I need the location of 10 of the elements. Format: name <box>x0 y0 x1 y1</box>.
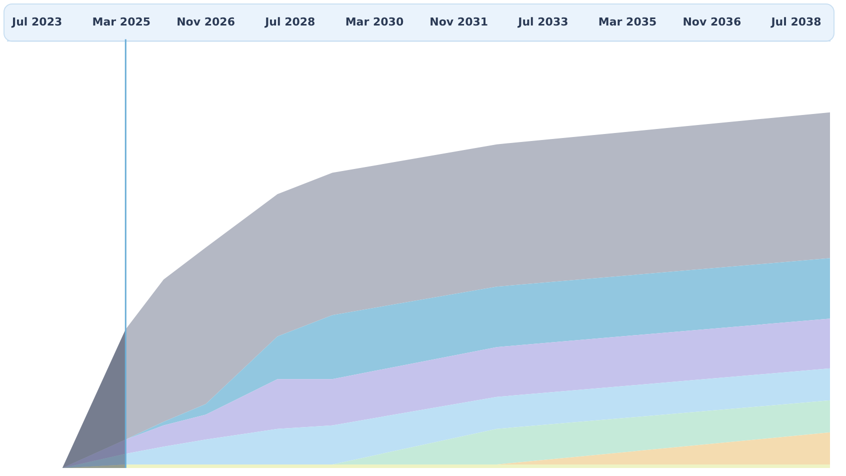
x-tick-label: Nov 2026 <box>176 15 236 28</box>
x-tick-label: Jul 2038 <box>770 15 822 28</box>
x-tick-label: Jul 2033 <box>517 15 568 28</box>
x-tick-label: Jul 2028 <box>264 15 316 28</box>
x-tick-label: Nov 2031 <box>430 15 488 28</box>
x-tick-label: Mar 2030 <box>345 15 404 28</box>
x-tick-label: Mar 2035 <box>598 15 657 28</box>
x-tick-label: Jul 2023 <box>11 15 62 28</box>
x-tick-label: Nov 2036 <box>682 15 742 28</box>
x-tick-label: Mar 2025 <box>92 15 151 28</box>
